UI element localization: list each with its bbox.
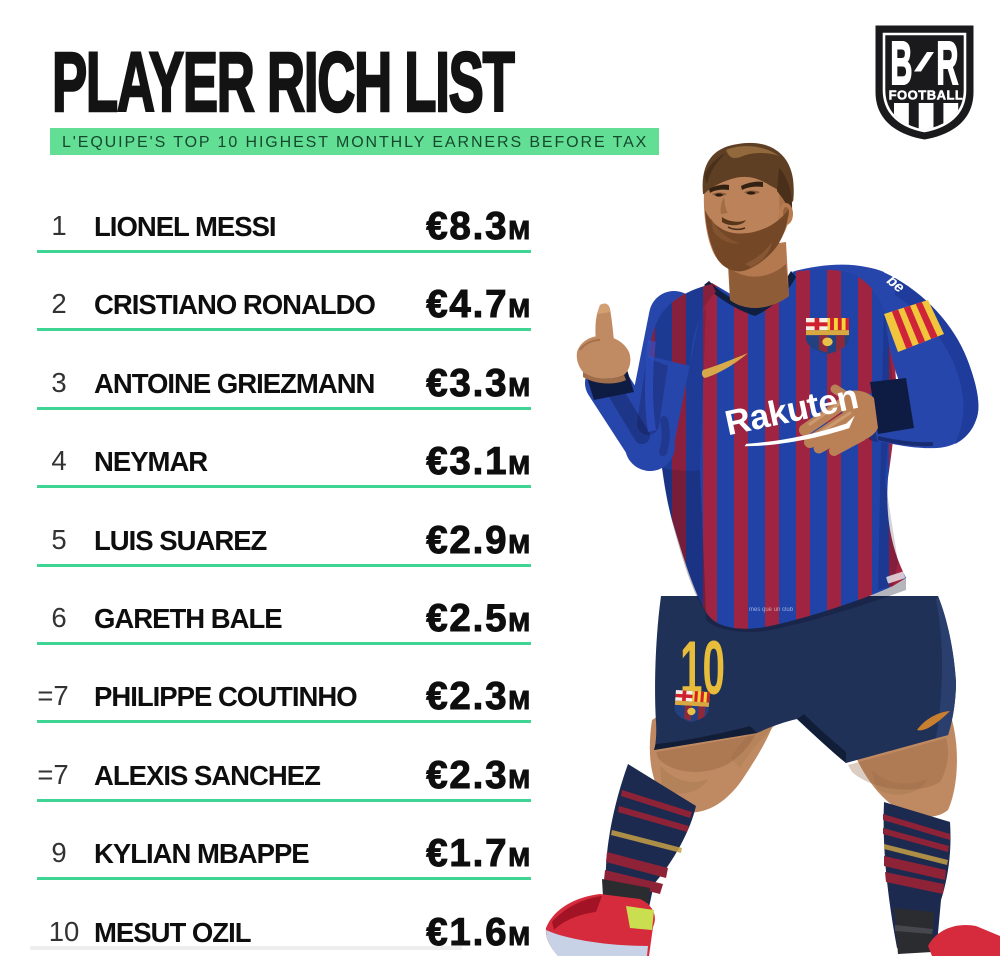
svg-text:FOOTBALL: FOOTBALL xyxy=(889,88,964,103)
svg-text:R: R xyxy=(936,30,958,98)
svg-text:mes que un club: mes que un club xyxy=(749,607,794,613)
svg-text:B: B xyxy=(890,30,912,98)
